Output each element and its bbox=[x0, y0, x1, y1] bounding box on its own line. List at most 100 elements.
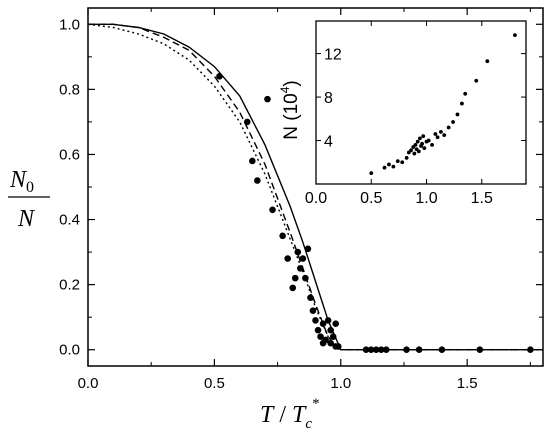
y-label-numerator-var: N bbox=[9, 167, 28, 193]
main-data-point bbox=[334, 343, 342, 350]
main-data-point bbox=[309, 307, 317, 314]
main-y-tick-label: 0.4 bbox=[59, 212, 80, 229]
inset-y-axis-label: N (104) bbox=[278, 80, 302, 139]
inset-data-point bbox=[382, 165, 387, 170]
inset-data-point bbox=[463, 91, 468, 96]
main-data-point bbox=[297, 265, 304, 272]
main-x-tick-label: 1.5 bbox=[457, 375, 478, 392]
main-data-point bbox=[317, 333, 324, 341]
inset-plot-frame bbox=[315, 20, 527, 185]
inset-data-point bbox=[421, 134, 426, 139]
inset-x-tick-label: 0.0 bbox=[305, 190, 327, 207]
main-data-point bbox=[289, 284, 297, 292]
main-data-point bbox=[314, 326, 322, 334]
main-y-tick-label: 0.0 bbox=[59, 342, 80, 359]
inset-data-point bbox=[451, 120, 455, 124]
main-plot-points bbox=[216, 73, 534, 354]
inset-x-tick-label: 0.5 bbox=[360, 190, 382, 207]
main-y-tick-label: 0.6 bbox=[59, 146, 80, 163]
main-x-tick-label: 0.0 bbox=[78, 375, 99, 392]
x-label-slash: / bbox=[273, 402, 292, 428]
inset-data-point bbox=[442, 133, 447, 138]
inset-y-tick-label: 8 bbox=[324, 90, 333, 107]
inset-data-point bbox=[446, 125, 451, 130]
svg-text:N0: N0 bbox=[9, 167, 34, 196]
inset-data-point bbox=[413, 142, 418, 147]
inset-plot-points bbox=[369, 33, 517, 176]
main-curve-dashed bbox=[88, 23, 543, 351]
inset-plot: 0.0 0.5 1.0 1.5 4 8 12 N (104) bbox=[278, 20, 527, 207]
x-label-sup: * bbox=[312, 396, 320, 412]
main-data-point bbox=[327, 339, 334, 347]
main-data-point bbox=[264, 95, 271, 103]
inset-data-point bbox=[395, 159, 400, 164]
inset-data-point bbox=[369, 171, 374, 176]
main-data-point bbox=[254, 177, 261, 184]
x-label-var: T bbox=[260, 402, 275, 428]
main-data-point bbox=[269, 206, 276, 214]
main-data-point bbox=[327, 326, 334, 334]
inset-data-point bbox=[485, 59, 490, 64]
inset-y-tick-label: 12 bbox=[324, 47, 342, 64]
main-data-point bbox=[403, 346, 410, 354]
main-data-point bbox=[438, 346, 446, 354]
inset-data-point bbox=[400, 160, 405, 165]
main-data-point bbox=[291, 274, 299, 282]
x-label-sub: c bbox=[305, 416, 312, 432]
inset-data-point bbox=[409, 148, 413, 153]
main-data-point bbox=[284, 255, 291, 262]
main-data-point bbox=[324, 317, 332, 324]
inset-data-point bbox=[455, 112, 460, 117]
main-data-point bbox=[319, 320, 327, 327]
inset-data-point bbox=[415, 139, 420, 144]
main-y-axis-label: N0 N bbox=[8, 167, 50, 232]
inset-data-point bbox=[474, 78, 479, 83]
main-data-point bbox=[312, 317, 319, 324]
inset-data-point bbox=[416, 149, 421, 154]
inset-data-point bbox=[391, 164, 396, 169]
inset-data-point bbox=[422, 146, 427, 151]
main-data-point bbox=[302, 274, 309, 282]
inset-data-point bbox=[387, 162, 391, 167]
main-data-point bbox=[304, 245, 312, 253]
inset-data-point bbox=[433, 132, 438, 136]
main-data-point bbox=[367, 346, 375, 354]
main-data-point bbox=[322, 336, 329, 344]
x-label-base: T bbox=[292, 402, 307, 428]
inset-data-point bbox=[420, 141, 425, 146]
main-data-point bbox=[377, 346, 385, 354]
inset-data-point bbox=[438, 129, 443, 134]
main-plot-curves bbox=[87, 23, 543, 351]
main-data-point bbox=[329, 333, 337, 341]
inset-data-point bbox=[412, 151, 417, 156]
main-data-point bbox=[527, 346, 534, 354]
main-data-point bbox=[299, 255, 307, 262]
inset-data-point bbox=[404, 156, 409, 160]
main-x-tick-label: 1.0 bbox=[330, 375, 351, 392]
main-plot: 0.0 0.5 1.0 1.5 0.0 0.2 0.4 0.6 0.8 1.0 bbox=[59, 7, 544, 392]
svg-text:T / Tc*: T / Tc* bbox=[260, 396, 320, 432]
inset-x-axis-ticks: 0.0 0.5 1.0 1.5 bbox=[305, 21, 493, 207]
main-y-tick-label: 0.2 bbox=[59, 277, 80, 294]
y-label-numerator-sub: 0 bbox=[26, 179, 34, 196]
main-data-point bbox=[382, 346, 390, 354]
inset-data-point bbox=[513, 33, 517, 38]
main-curve-dotted bbox=[87, 23, 543, 351]
main-x-axis-ticks: 0.0 0.5 1.0 1.5 bbox=[78, 8, 531, 392]
inset-x-tick-label: 1.5 bbox=[471, 190, 493, 207]
inset-data-point bbox=[430, 142, 434, 147]
inset-data-point bbox=[417, 136, 422, 141]
inset-data-point bbox=[459, 101, 464, 106]
y-label-denominator: N bbox=[17, 206, 36, 232]
main-data-point bbox=[243, 118, 251, 126]
main-data-point bbox=[332, 320, 340, 327]
main-data-point bbox=[294, 248, 302, 256]
main-data-point bbox=[476, 346, 484, 354]
main-data-point bbox=[372, 346, 380, 354]
main-curve-solid bbox=[88, 23, 543, 351]
main-data-point bbox=[279, 232, 286, 240]
main-x-axis-label: T / Tc* bbox=[260, 396, 320, 432]
main-x-tick-label: 0.5 bbox=[204, 375, 225, 392]
main-y-tick-label: 1.0 bbox=[59, 16, 80, 33]
